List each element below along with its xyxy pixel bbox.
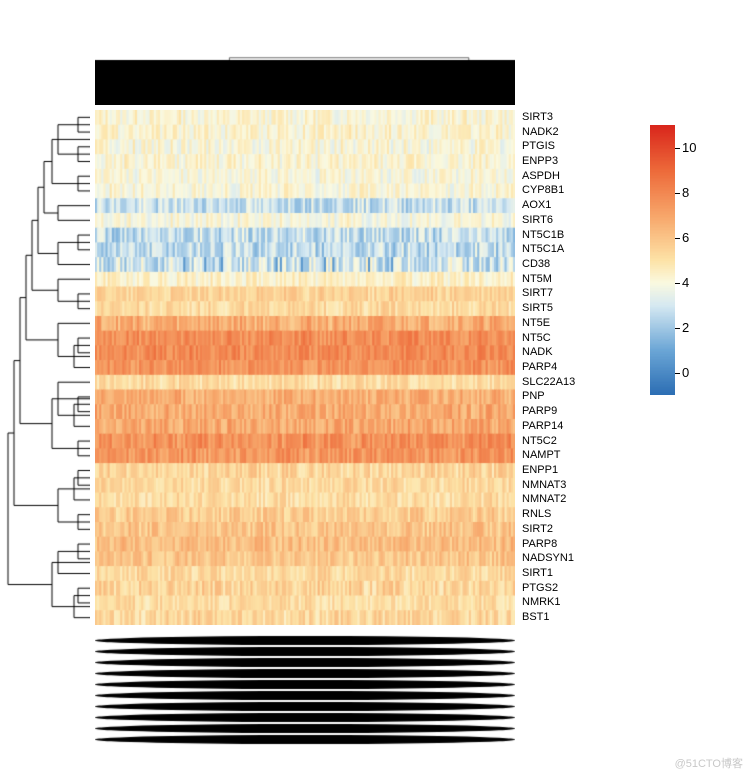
row-dendrogram (5, 110, 90, 625)
row-label: NT5M (522, 274, 552, 285)
row-label: PARP14 (522, 421, 563, 432)
colorbar-tick-label: 4 (682, 275, 689, 290)
row-label: NADSYN1 (522, 553, 574, 564)
row-label: NADK2 (522, 127, 559, 138)
row-label: ENPP3 (522, 156, 558, 167)
heatmap-figure: SIRT3NADK2PTGISENPP3ASPDHCYP8B1AOX1SIRT6… (0, 0, 751, 775)
row-label: AOX1 (522, 200, 551, 211)
row-label: NMRK1 (522, 597, 561, 608)
row-label: PTGS2 (522, 583, 558, 594)
row-label: SIRT5 (522, 303, 553, 314)
watermark: @51CTO博客 (675, 755, 743, 771)
colorbar-tick-label: 8 (682, 185, 689, 200)
row-label: PTGIS (522, 141, 555, 152)
row-label: SIRT7 (522, 288, 553, 299)
colorbar-tick-label: 10 (682, 140, 696, 155)
colorbar (650, 125, 675, 395)
colorbar-tick-label: 0 (682, 365, 689, 380)
row-label: ASPDH (522, 171, 560, 182)
colorbar-tick-label: 6 (682, 230, 689, 245)
column-dendrogram (95, 5, 515, 105)
row-label: SIRT6 (522, 215, 553, 226)
row-label: PARP4 (522, 362, 557, 373)
row-label: SIRT2 (522, 524, 553, 535)
row-label: NT5E (522, 318, 550, 329)
row-label: SLC22A13 (522, 377, 575, 388)
row-label: NADK (522, 347, 553, 358)
colorbar-tick-label: 2 (682, 320, 689, 335)
row-label: PARP8 (522, 539, 557, 550)
row-label: RNLS (522, 509, 551, 520)
row-label: NT5C (522, 333, 551, 344)
row-label: NT5C2 (522, 436, 557, 447)
row-label: CYP8B1 (522, 185, 564, 196)
row-label: NMNAT2 (522, 494, 566, 505)
row-label: PNP (522, 391, 545, 402)
row-labels: SIRT3 NADK2 PTGIS ENPP3 ASPDH CYP8B1 AOX1 SIRT6… (520, 110, 620, 625)
row-label: SIRT1 (522, 568, 553, 579)
row-label: PARP9 (522, 406, 557, 417)
row-label: NAMPT (522, 450, 561, 461)
colorbar-ticks: 0 2 4 6 8 10 (680, 125, 730, 395)
row-label: NMNAT3 (522, 480, 566, 491)
heatmap-matrix (95, 110, 515, 625)
row-label: SIRT3 (522, 112, 553, 123)
row-label: ENPP1 (522, 465, 558, 476)
row-label: BST1 (522, 612, 550, 623)
column-labels-block (95, 635, 515, 745)
row-label: NT5C1B (522, 230, 564, 241)
row-label: NT5C1A (522, 244, 564, 255)
row-label: CD38 (522, 259, 550, 270)
